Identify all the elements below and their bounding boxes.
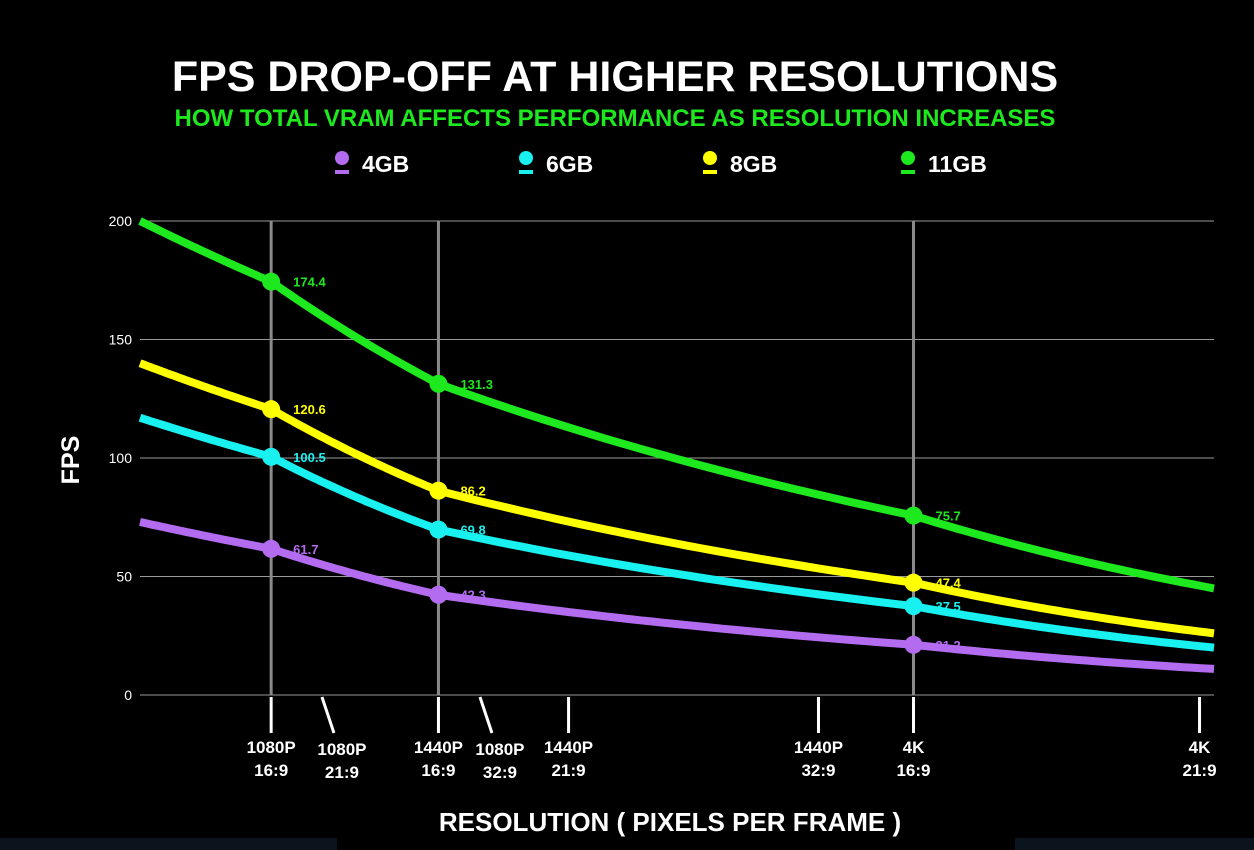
data-points: 61.7 42.3 21.2 100.5 69.8 37.5 120.6 86.2 47.4 17… — [262, 272, 962, 654]
legend-underline-8GB — [703, 170, 717, 174]
legend-marker-8GB — [703, 151, 717, 165]
data-point-4GB-0 — [262, 539, 281, 558]
y-tick-label-100: 100 — [109, 450, 133, 466]
x-tick-label-4: 1440P — [544, 738, 593, 757]
x-axis-label: RESOLUTION ( PIXELS PER FRAME ) — [439, 807, 901, 837]
x-tick-aspect-7: 21:9 — [1183, 761, 1217, 780]
y-axis-ticks: 0 50 100 150 200 — [109, 213, 133, 703]
data-point-6GB-2 — [904, 597, 923, 616]
x-tick-label-0: 1080P — [247, 738, 296, 757]
legend-marker-11GB — [901, 151, 915, 165]
data-point-8GB-2 — [904, 573, 923, 592]
x-tick-aspect-1: 21:9 — [325, 763, 359, 782]
data-label-8GB-0: 120.6 — [293, 402, 326, 417]
data-point-6GB-0 — [262, 447, 281, 466]
data-point-6GB-1 — [429, 520, 448, 539]
data-label-6GB-0: 100.5 — [293, 450, 326, 465]
data-point-4GB-2 — [904, 635, 923, 654]
x-tick-label-3: 1080P — [475, 740, 524, 759]
y-tick-label-0: 0 — [124, 687, 132, 703]
data-label-8GB-1: 86.2 — [460, 484, 485, 499]
x-axis-ticks: 1080P 16:9 1080P 21:9 1440P 16:9 1080P 32:9 1440… — [247, 696, 1217, 782]
data-point-8GB-1 — [429, 481, 448, 500]
x-tick-aspect-2: 16:9 — [421, 761, 455, 780]
y-tick-label-50: 50 — [116, 569, 132, 585]
x-tick-aspect-5: 32:9 — [801, 761, 835, 780]
data-label-6GB-2: 37.5 — [935, 599, 960, 614]
legend-underline-11GB — [901, 170, 915, 174]
legend-label-4GB: 4GB — [362, 151, 409, 177]
x-tick-aspect-6: 16:9 — [896, 761, 930, 780]
bottom-strip-right — [1015, 838, 1254, 850]
data-point-4GB-1 — [429, 585, 448, 604]
legend-marker-6GB — [519, 151, 533, 165]
legend-underline-4GB — [335, 170, 349, 174]
x-tick-aspect-3: 32:9 — [483, 763, 517, 782]
chart-title: FPS DROP-OFF AT HIGHER RESOLUTIONS — [172, 53, 1058, 101]
x-tick-aspect-0: 16:9 — [254, 761, 288, 780]
data-point-11GB-0 — [262, 272, 281, 291]
chart-subtitle: HOW TOTAL VRAM AFFECTS PERFORMANCE AS RE… — [175, 105, 1056, 132]
x-tick-label-1: 1080P — [317, 740, 366, 759]
legend-underline-6GB — [519, 170, 533, 174]
data-point-8GB-0 — [262, 400, 281, 419]
legend-label-11GB: 11GB — [928, 151, 987, 177]
y-axis-label: FPS — [57, 436, 85, 485]
data-label-11GB-1: 131.3 — [460, 377, 493, 392]
data-label-4GB-1: 42.3 — [460, 588, 485, 603]
data-point-11GB-2 — [904, 506, 923, 525]
legend-marker-4GB — [335, 151, 349, 165]
x-tick-label-2: 1440P — [414, 738, 463, 757]
data-point-11GB-1 — [429, 374, 448, 393]
legend-label-8GB: 8GB — [730, 151, 777, 177]
data-label-11GB-2: 75.7 — [935, 509, 960, 524]
bottom-strip-left — [0, 838, 337, 850]
y-tick-label-200: 200 — [109, 213, 133, 229]
x-tick-3 — [478, 696, 494, 734]
x-tick-label-5: 1440P — [794, 738, 843, 757]
data-label-4GB-2: 21.2 — [935, 638, 960, 653]
data-label-4GB-0: 61.7 — [293, 542, 318, 557]
data-label-6GB-1: 69.8 — [460, 523, 485, 538]
x-tick-1 — [320, 696, 336, 734]
data-label-8GB-2: 47.4 — [935, 576, 961, 591]
data-label-11GB-0: 174.4 — [293, 275, 326, 290]
legend-label-6GB: 6GB — [546, 151, 593, 177]
x-tick-label-7: 4K — [1189, 738, 1211, 757]
y-tick-label-150: 150 — [109, 332, 133, 348]
legend: 4GB 6GB 8GB 11GB — [335, 151, 987, 177]
x-tick-aspect-4: 21:9 — [552, 761, 586, 780]
x-tick-label-6: 4K — [903, 738, 925, 757]
